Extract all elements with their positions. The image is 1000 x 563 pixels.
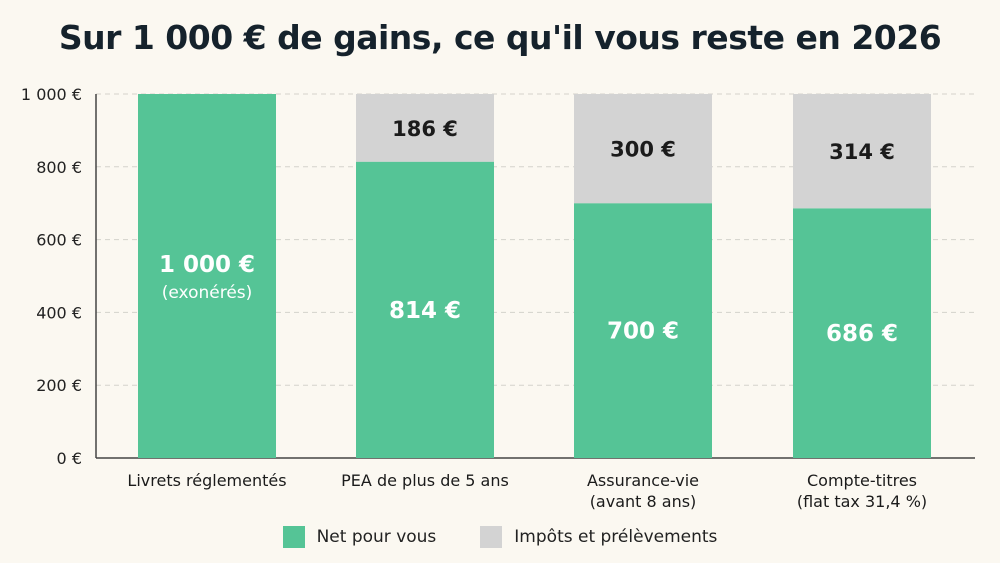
x-tick-label: (flat tax 31,4 %): [797, 492, 927, 511]
legend-swatch-taxes: [480, 526, 503, 548]
legend-label-net: Net pour vous: [316, 527, 437, 547]
legend-label-taxes: Impôts et prélèvements: [514, 527, 718, 547]
legend: Net pour vous Impôts et prélèvements: [0, 526, 1000, 548]
bar-taxes: [574, 94, 712, 204]
x-tick-label: Assurance-vie: [587, 471, 699, 490]
bar-taxes: [356, 94, 494, 162]
y-tick-label: 1 000 €: [21, 85, 82, 104]
x-tick-label: Livrets réglementés: [127, 471, 286, 490]
data-label-net: 1 000 €: [159, 252, 255, 278]
data-label-net: 700 €: [607, 319, 679, 345]
data-label-taxes: 186 €: [392, 117, 458, 141]
legend-item-net: Net pour vous: [282, 526, 437, 548]
bar-net: [574, 203, 712, 458]
y-tick-label: 400 €: [36, 303, 82, 322]
y-tick-label: 200 €: [36, 376, 82, 395]
bar-net: [138, 94, 276, 458]
y-tick-label: 0 €: [57, 449, 82, 468]
legend-item-taxes: Impôts et prélèvements: [480, 526, 717, 548]
chart-title: Sur 1 000 € de gains, ce qu'il vous rest…: [58, 18, 942, 57]
x-tick-label: (avant 8 ans): [590, 492, 697, 511]
data-label-net-note: (exonérés): [162, 283, 253, 303]
y-tick-label: 600 €: [36, 231, 82, 250]
data-label-net: 686 €: [826, 321, 898, 347]
legend-swatch-net: [282, 526, 305, 548]
x-tick-label: PEA de plus de 5 ans: [341, 471, 509, 490]
bar-net: [793, 208, 931, 458]
bar-net: [356, 161, 494, 459]
data-label-net: 814 €: [389, 298, 461, 324]
data-label-taxes: 300 €: [610, 138, 676, 162]
bar-taxes: [793, 94, 931, 209]
x-tick-label: Compte-titres: [807, 471, 917, 490]
y-tick-label: 800 €: [36, 158, 82, 177]
data-label-taxes: 314 €: [829, 140, 895, 164]
